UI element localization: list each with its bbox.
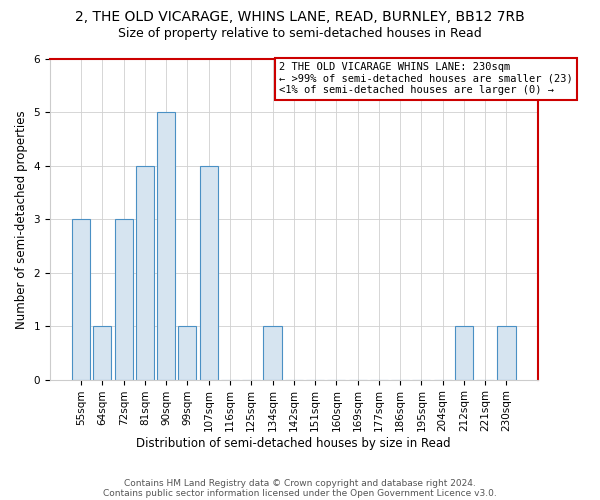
Text: Size of property relative to semi-detached houses in Read: Size of property relative to semi-detach… <box>118 28 482 40</box>
Bar <box>115 220 133 380</box>
Text: 2, THE OLD VICARAGE, WHINS LANE, READ, BURNLEY, BB12 7RB: 2, THE OLD VICARAGE, WHINS LANE, READ, B… <box>75 10 525 24</box>
Bar <box>200 166 218 380</box>
Bar <box>72 220 90 380</box>
Text: Contains public sector information licensed under the Open Government Licence v3: Contains public sector information licen… <box>103 488 497 498</box>
Bar <box>136 166 154 380</box>
Y-axis label: Number of semi-detached properties: Number of semi-detached properties <box>15 110 28 328</box>
Bar <box>455 326 473 380</box>
Bar <box>497 326 515 380</box>
Bar <box>157 112 175 380</box>
Bar <box>263 326 281 380</box>
Text: 2 THE OLD VICARAGE WHINS LANE: 230sqm
← >99% of semi-detached houses are smaller: 2 THE OLD VICARAGE WHINS LANE: 230sqm ← … <box>279 62 573 96</box>
Text: Contains HM Land Registry data © Crown copyright and database right 2024.: Contains HM Land Registry data © Crown c… <box>124 478 476 488</box>
X-axis label: Distribution of semi-detached houses by size in Read: Distribution of semi-detached houses by … <box>136 437 451 450</box>
Bar <box>178 326 196 380</box>
Bar <box>94 326 112 380</box>
